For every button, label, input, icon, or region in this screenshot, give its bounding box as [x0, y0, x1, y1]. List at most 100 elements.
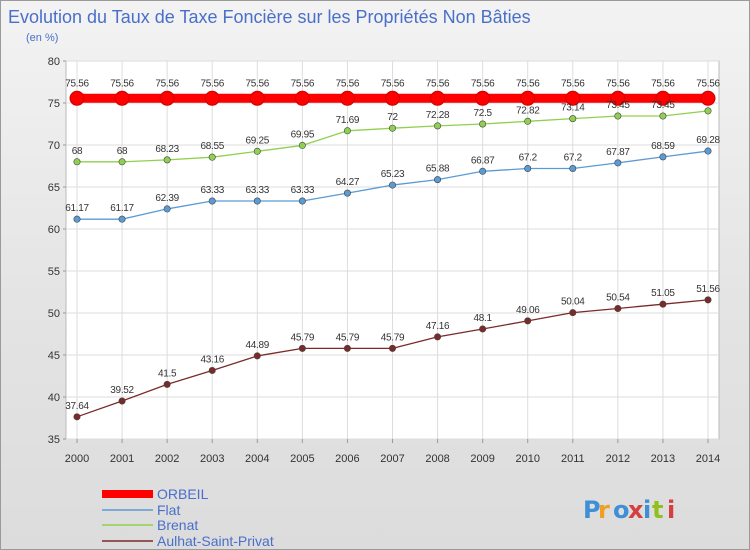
- data-label: 47.16: [426, 321, 450, 332]
- data-label: 63.33: [291, 185, 315, 196]
- data-label: 67.2: [519, 153, 538, 164]
- x-tick-label: 2006: [335, 453, 359, 465]
- data-label: 44.89: [246, 340, 270, 351]
- data-label: 71.69: [336, 115, 360, 126]
- x-tick-label: 2008: [425, 453, 449, 465]
- data-label: 69.28: [696, 135, 720, 146]
- x-tick-label: 2003: [200, 453, 224, 465]
- data-label: 68: [72, 146, 83, 157]
- data-label: 50.54: [606, 292, 630, 303]
- data-label: 62.39: [155, 193, 179, 204]
- data-point: [704, 107, 712, 115]
- data-point: [659, 300, 667, 308]
- data-label: 45.79: [291, 332, 315, 343]
- data-label: 64.27: [336, 177, 360, 188]
- data-label: 45.79: [336, 332, 360, 343]
- data-point: [388, 124, 396, 132]
- x-tick-label: 2010: [515, 453, 539, 465]
- x-tick-label: 2005: [290, 453, 314, 465]
- data-point: [208, 366, 216, 374]
- data-point: [253, 352, 261, 360]
- data-label: 75.56: [110, 78, 134, 89]
- data-label: 75.56: [291, 78, 315, 89]
- data-label: 75.56: [561, 78, 585, 89]
- data-label: 51.05: [651, 288, 675, 299]
- y-tick-label: 35: [48, 434, 60, 446]
- data-point: [298, 141, 306, 149]
- data-label: 75.56: [696, 78, 720, 89]
- data-point: [479, 120, 487, 128]
- data-point: [249, 90, 265, 106]
- x-tick-label: 2000: [65, 453, 89, 465]
- x-tick-label: 2013: [651, 453, 675, 465]
- data-label: 75.56: [381, 78, 405, 89]
- data-label: 73.45: [651, 100, 675, 111]
- data-point: [479, 325, 487, 333]
- logo-letter: x: [628, 496, 644, 524]
- data-point: [475, 90, 491, 106]
- data-label: 68.55: [200, 141, 224, 152]
- data-point: [704, 296, 712, 304]
- data-point: [614, 112, 622, 120]
- y-tick-label: 45: [48, 350, 60, 362]
- data-point: [520, 90, 536, 106]
- data-point: [339, 90, 355, 106]
- data-label: 66.87: [471, 155, 495, 166]
- y-tick-label: 75: [48, 98, 60, 110]
- data-label: 67.87: [606, 147, 630, 158]
- data-point: [204, 90, 220, 106]
- x-tick-label: 2004: [245, 453, 269, 465]
- data-point: [163, 205, 171, 213]
- data-point: [434, 176, 442, 184]
- data-label: 50.04: [561, 297, 585, 308]
- y-tick-label: 80: [48, 56, 60, 68]
- data-label: 75.56: [200, 78, 224, 89]
- chart-subtitle: (en %): [26, 32, 58, 44]
- legend-label: Aulhat-Saint-Privat: [157, 533, 274, 549]
- legend-label: Flat: [157, 502, 180, 518]
- data-point: [253, 147, 261, 155]
- data-point: [73, 413, 81, 421]
- data-point: [430, 90, 446, 106]
- data-label: 45.79: [381, 332, 405, 343]
- proxiti-logo: Pr ox i t i: [583, 496, 675, 524]
- data-point: [298, 344, 306, 352]
- data-point: [343, 127, 351, 135]
- data-point: [159, 90, 175, 106]
- data-point: [163, 156, 171, 164]
- data-label: 68: [117, 146, 128, 157]
- data-point: [655, 90, 671, 106]
- data-label: 75.56: [246, 78, 270, 89]
- data-label: 61.17: [65, 203, 89, 214]
- data-label: 73.14: [561, 103, 585, 114]
- data-point: [659, 153, 667, 161]
- data-label: 43.16: [200, 354, 224, 365]
- data-point: [118, 215, 126, 223]
- data-label: 75.56: [471, 78, 495, 89]
- data-point: [479, 167, 487, 175]
- data-label: 75.56: [516, 78, 540, 89]
- data-label: 75.56: [336, 78, 360, 89]
- data-point: [524, 165, 532, 173]
- data-label: 51.56: [696, 284, 720, 295]
- data-point: [343, 189, 351, 197]
- data-point: [569, 165, 577, 173]
- data-label: 72.5: [474, 108, 493, 119]
- data-label: 68.59: [651, 141, 675, 152]
- y-tick-label: 40: [48, 392, 60, 404]
- data-label: 61.17: [110, 203, 134, 214]
- data-point: [118, 397, 126, 405]
- data-point: [434, 122, 442, 130]
- data-point: [69, 90, 85, 106]
- logo-letter: o: [613, 496, 630, 524]
- legend-label: ORBEIL: [157, 486, 209, 502]
- data-label: 49.06: [516, 305, 540, 316]
- data-point: [208, 197, 216, 205]
- data-point: [253, 197, 261, 205]
- data-label: 75.56: [606, 78, 630, 89]
- data-label: 69.95: [291, 129, 315, 140]
- x-tick-label: 2011: [561, 453, 585, 465]
- data-label: 75.56: [155, 78, 179, 89]
